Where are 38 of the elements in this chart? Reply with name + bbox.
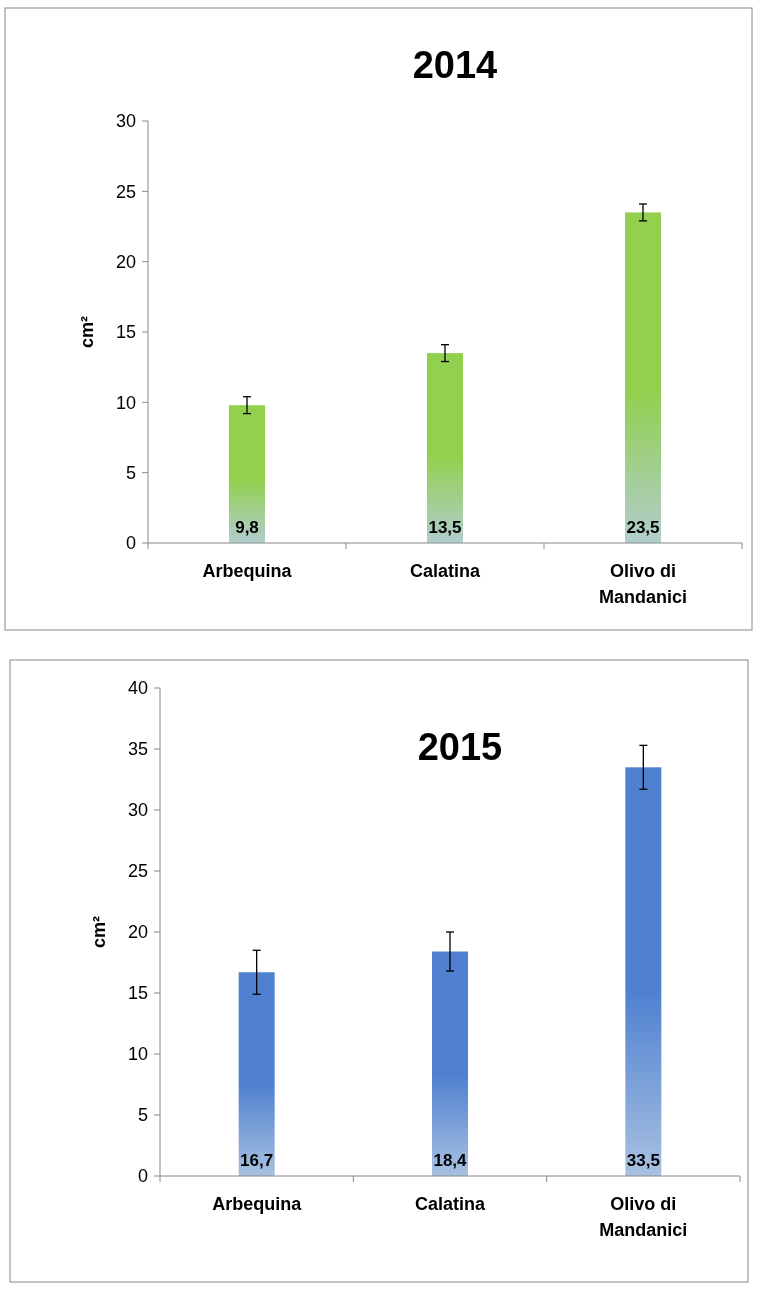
x-tick-label: Arbequina	[212, 1194, 303, 1214]
bar	[625, 212, 661, 543]
bar	[229, 405, 265, 543]
data-label: 13,5	[428, 518, 462, 537]
y-tick-label: 35	[127, 739, 148, 760]
y-axis-title: cm²	[89, 915, 109, 949]
x-tick-label: Calatina	[414, 1194, 486, 1214]
y-tick-label: 5	[137, 1105, 148, 1126]
y-tick-label: 10	[115, 392, 136, 413]
x-tick-label: Olivo di Mandanici	[598, 561, 688, 607]
bar	[238, 972, 275, 1176]
y-tick-label: 20	[127, 922, 148, 943]
y-tick-label: 15	[127, 983, 148, 1004]
data-label: 23,5	[626, 518, 660, 537]
data-label: 16,7	[240, 1151, 274, 1170]
chart-title: 2014	[412, 44, 498, 86]
y-tick-label: 40	[127, 678, 148, 699]
x-tick-label: Olivo di Mandanici	[599, 1194, 688, 1240]
y-tick-label: 20	[115, 251, 136, 272]
x-tick-label: Calatina	[409, 561, 481, 581]
y-axis-title: cm²	[77, 315, 97, 349]
y-tick-label: 0	[125, 533, 136, 554]
bar	[427, 353, 463, 543]
text: 2015	[417, 726, 503, 768]
y-tick-label: 5	[125, 462, 136, 483]
y-tick-label: 30	[127, 800, 148, 821]
y-tick-label: 25	[127, 861, 148, 882]
data-label: 33,5	[626, 1151, 660, 1170]
y-tick-label: 0	[137, 1166, 148, 1187]
y-tick-label: 30	[115, 111, 136, 132]
bar	[625, 767, 662, 1176]
bar	[432, 951, 468, 1176]
y-tick-label: 15	[115, 322, 136, 343]
data-label: 9,8	[235, 518, 259, 537]
data-label: 18,4	[433, 1151, 468, 1170]
x-tick-label: Arbequina	[202, 561, 293, 581]
y-tick-label: 25	[115, 181, 136, 202]
y-tick-label: 10	[127, 1044, 148, 1065]
